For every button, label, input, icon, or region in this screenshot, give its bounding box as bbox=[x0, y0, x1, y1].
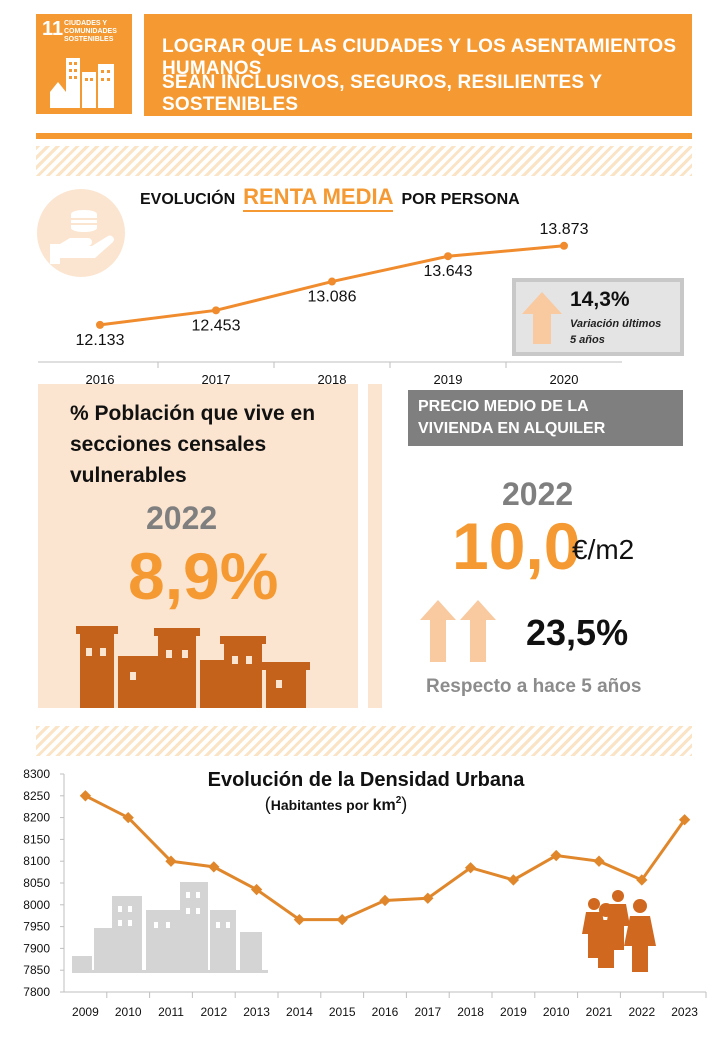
density-y-tick: 8150 bbox=[23, 832, 50, 846]
income-data-label: 13.873 bbox=[540, 221, 589, 238]
income-line-chart: 12.133 2016 12.453 2017 13.086 2018 13.643 2019… bbox=[38, 221, 622, 387]
density-subtitle: (Habitantes por km2) bbox=[265, 794, 408, 814]
panel-divider bbox=[368, 384, 382, 708]
sdg-label: CIUDADES Y COMUNIDADES SOSTENIBLES bbox=[64, 20, 117, 43]
density-point bbox=[336, 913, 348, 926]
income-x-tick: 2017 bbox=[202, 372, 231, 387]
people-group-icon bbox=[582, 890, 656, 972]
income-data-label: 12.453 bbox=[192, 317, 241, 334]
sdg-number: 11 bbox=[42, 18, 64, 40]
density-point bbox=[379, 894, 391, 907]
density-y-tick: 8100 bbox=[23, 854, 50, 868]
income-data-label: 13.086 bbox=[308, 289, 357, 306]
density-x-tick: 2017 bbox=[414, 1005, 441, 1019]
income-x-tick: 2020 bbox=[550, 372, 579, 387]
income-variation-label-2: 5 años bbox=[570, 334, 605, 346]
income-title-highlight: RENTA MEDIA bbox=[243, 184, 394, 212]
city-buildings-icon bbox=[50, 58, 114, 108]
rent-title-box: PRECIO MEDIO DE LA VIVIENDA EN ALQUILER bbox=[408, 390, 683, 446]
rent-title-line-2: VIVIENDA EN ALQUILER bbox=[418, 420, 606, 437]
vulnerable-year: 2022 bbox=[146, 500, 218, 536]
density-y-tick: 7800 bbox=[23, 985, 50, 999]
income-title-post: POR PERSONA bbox=[401, 191, 520, 208]
money-hand-icon bbox=[37, 189, 125, 277]
income-data-label: 13.643 bbox=[424, 263, 473, 280]
rent-change: 23,5% bbox=[526, 612, 629, 653]
density-x-tick: 2018 bbox=[457, 1005, 484, 1019]
density-x-tick: 2014 bbox=[286, 1005, 313, 1019]
income-point bbox=[328, 277, 336, 286]
density-x-tick: 2012 bbox=[200, 1005, 227, 1019]
density-y-tick: 8200 bbox=[23, 811, 50, 825]
rent-change-label: Respecto a hace 5 años bbox=[426, 676, 642, 697]
income-variation-value: 14,3% bbox=[570, 288, 630, 311]
income-x-tick: 2018 bbox=[318, 372, 347, 387]
rent-title-line-1: PRECIO MEDIO DE LA bbox=[418, 398, 589, 415]
density-y-tick: 7900 bbox=[23, 941, 50, 955]
density-x-tick: 2019 bbox=[500, 1005, 527, 1019]
density-x-tick: 2009 bbox=[72, 1005, 99, 1019]
income-title: EVOLUCIÓN RENTA MEDIA POR PERSONA bbox=[140, 184, 520, 214]
income-point bbox=[444, 252, 452, 261]
density-x-tick: 2010 bbox=[543, 1005, 570, 1019]
rent-value: 10,0 bbox=[452, 509, 581, 583]
income-data-label: 12.133 bbox=[76, 332, 125, 349]
rent-year: 2022 bbox=[502, 476, 574, 512]
vulnerable-population-panel: % Población que vive en secciones censal… bbox=[38, 384, 358, 708]
density-x-tick: 2015 bbox=[329, 1005, 356, 1019]
city-skyline-icon bbox=[72, 882, 268, 973]
vulnerable-title-line-3: vulnerables bbox=[70, 464, 187, 487]
density-point bbox=[208, 861, 220, 873]
rent-unit: €/m2 bbox=[572, 534, 635, 565]
density-x-tick: 2021 bbox=[586, 1005, 613, 1019]
income-point bbox=[96, 320, 104, 329]
goal-title-line-1: LOGRAR QUE LAS CIUDADES Y LOS ASENTAMIEN… bbox=[162, 36, 677, 79]
up-arrow-icon bbox=[522, 292, 562, 344]
density-x-tick: 2010 bbox=[115, 1005, 142, 1019]
sdg-11-badge: 11 CIUDADES Y COMUNIDADES SOSTENIBLES bbox=[36, 14, 132, 114]
income-x-tick: 2019 bbox=[434, 372, 463, 387]
density-y-tick: 8050 bbox=[23, 876, 50, 890]
density-y-tick: 8000 bbox=[23, 898, 50, 912]
density-decorations bbox=[72, 882, 656, 973]
goal-header: LOGRAR QUE LAS CIUDADES Y LOS ASENTAMIEN… bbox=[144, 14, 692, 116]
header-divider bbox=[36, 133, 692, 139]
density-y-tick: 7950 bbox=[23, 920, 50, 934]
density-point bbox=[79, 790, 92, 802]
striped-band bbox=[36, 146, 692, 176]
striped-band-2 bbox=[36, 726, 692, 756]
vulnerable-title: % Población que vive en secciones censal… bbox=[70, 398, 315, 491]
income-title-pre: EVOLUCIÓN bbox=[140, 191, 236, 208]
income-x-tick: 2016 bbox=[86, 372, 115, 387]
density-line-chart: Evolución de la Densidad Urbana (Habitan… bbox=[23, 767, 707, 1019]
density-title: Evolución de la Densidad Urbana bbox=[208, 769, 526, 791]
income-variation-label-1: Variación últimos bbox=[570, 318, 662, 330]
density-x-tick: 2011 bbox=[158, 1005, 184, 1019]
density-point bbox=[293, 913, 306, 926]
income-variation-box: 14,3% Variación últimos 5 años bbox=[512, 278, 684, 356]
density-x-tick: 2023 bbox=[671, 1005, 698, 1019]
density-point bbox=[678, 814, 691, 826]
run-down-buildings-icon bbox=[76, 626, 310, 708]
density-point bbox=[593, 855, 605, 867]
density-x-tick: 2022 bbox=[628, 1005, 655, 1019]
income-point bbox=[212, 306, 220, 315]
vulnerable-title-line-2: secciones censales bbox=[70, 433, 267, 456]
income-point bbox=[560, 241, 568, 250]
density-y-tick: 8300 bbox=[23, 767, 50, 781]
density-x-tick: 2013 bbox=[243, 1005, 270, 1019]
vulnerable-title-line-1: % Población que vive en bbox=[70, 402, 316, 425]
double-up-arrow-icon bbox=[420, 600, 496, 662]
density-x-tick: 2016 bbox=[372, 1005, 399, 1019]
density-y-tick: 8250 bbox=[23, 789, 50, 803]
density-y-tick: 7850 bbox=[23, 963, 50, 977]
goal-title-line-2: SEAN INCLUSIVOS, SEGUROS, RESILIENTES Y … bbox=[162, 72, 602, 115]
vulnerable-value: 8,9% bbox=[128, 539, 279, 613]
